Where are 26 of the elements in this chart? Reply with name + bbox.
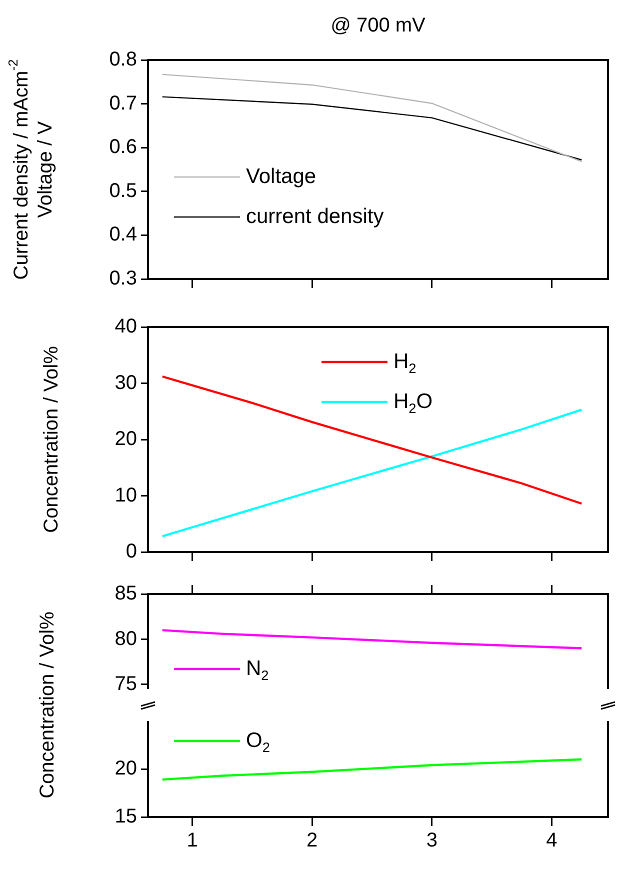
- x-tick-label: 1: [186, 830, 198, 852]
- y-tick-label: 0.7: [109, 92, 137, 114]
- chart-title: @ 700 mV: [330, 14, 426, 37]
- text: Current density / mAcm-2 Voltage / V: [6, 59, 57, 280]
- x-tick-label: 3: [426, 830, 438, 852]
- y-tick-label: 75: [114, 672, 137, 695]
- y-tick-label: 0.3: [109, 268, 137, 290]
- y-tick-label: 85: [114, 582, 137, 605]
- legend-label: current density: [246, 204, 384, 228]
- y-tick-label: 40: [114, 316, 137, 338]
- x-tick-label: 4: [546, 830, 558, 852]
- y-tick-label: 0: [126, 540, 137, 563]
- y-tick-label: 0.6: [109, 136, 137, 158]
- y-tick-label: 10: [114, 484, 137, 506]
- legend-label: Voltage: [246, 164, 316, 188]
- y-axis-title: Concentration / Vol%: [36, 612, 60, 798]
- y-tick-label: 80: [114, 628, 137, 650]
- y-tick-label: 0.8: [109, 48, 137, 71]
- y-tick-label: 30: [114, 372, 137, 394]
- y-tick-label: 20: [114, 428, 137, 450]
- y-tick-label: 0.4: [109, 224, 137, 246]
- y-tick-label: 20: [114, 758, 137, 780]
- x-tick-label: 2: [306, 830, 318, 852]
- y-axis-title: Concentration / Vol%: [40, 346, 63, 533]
- y-tick-label: 15: [114, 806, 137, 828]
- y-tick-label: 0.5: [109, 180, 137, 202]
